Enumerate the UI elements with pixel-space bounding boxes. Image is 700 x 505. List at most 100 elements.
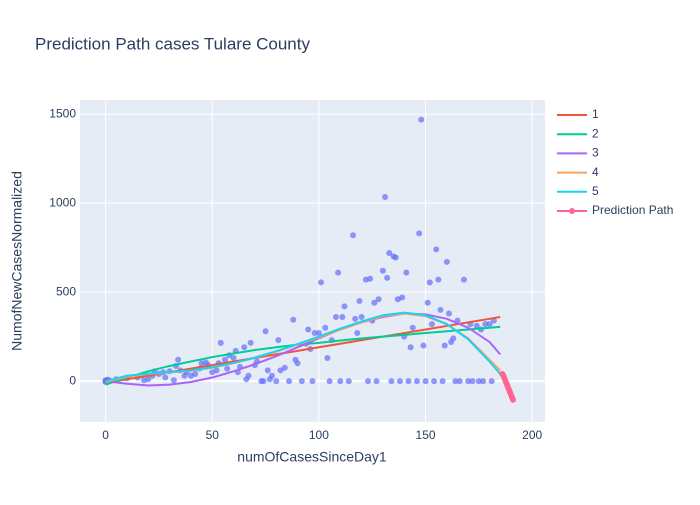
data-point (409, 324, 416, 331)
data-point (352, 315, 359, 322)
data-point (350, 232, 357, 239)
y-tick-label: 1000 (49, 195, 76, 209)
data-point (175, 356, 182, 363)
data-point (443, 258, 450, 265)
data-point (367, 275, 374, 282)
x-tick-label: 100 (309, 428, 329, 442)
data-point (510, 396, 517, 403)
data-point (315, 330, 322, 337)
data-point (192, 370, 199, 377)
data-point (386, 249, 393, 256)
legend-label: 1 (592, 107, 599, 121)
data-point (388, 378, 395, 385)
data-point (473, 322, 480, 329)
data-point (286, 378, 293, 385)
chart-title: Prediction Path cases Tulare County (35, 34, 310, 53)
data-point (452, 378, 459, 385)
data-point (392, 254, 399, 261)
data-point (298, 378, 305, 385)
data-point (224, 365, 231, 372)
data-point (435, 276, 442, 283)
data-point (230, 354, 237, 361)
data-point (396, 378, 403, 385)
data-point (358, 314, 365, 321)
x-tick-label: 200 (522, 428, 542, 442)
series-line (105, 312, 501, 387)
data-point (424, 299, 431, 306)
data-point (482, 321, 489, 328)
data-point (145, 376, 152, 383)
data-point (213, 367, 220, 374)
y-axis-label: NumofNewCasesNormalized (9, 171, 25, 351)
data-point (375, 296, 382, 303)
data-point (465, 378, 472, 385)
data-point (441, 342, 448, 349)
data-point (290, 316, 297, 323)
data-point (475, 378, 482, 385)
data-point (322, 324, 329, 331)
y-tick-label: 1500 (49, 106, 76, 120)
data-point (217, 339, 224, 346)
y-tick-label: 0 (69, 373, 76, 387)
data-point (422, 378, 429, 385)
data-point (446, 310, 453, 317)
legend-label: Prediction Path (592, 203, 673, 217)
data-point (241, 344, 248, 351)
x-tick-label: 0 (102, 428, 109, 442)
data-point (420, 342, 427, 349)
data-point (354, 330, 361, 337)
x-tick-label: 50 (206, 428, 220, 442)
data-point (273, 378, 280, 385)
data-point (379, 267, 386, 274)
data-point (337, 378, 344, 385)
data-point (262, 328, 269, 335)
data-point (399, 294, 406, 301)
data-point (450, 335, 457, 342)
legend-label: 5 (592, 184, 599, 198)
data-point (245, 372, 252, 379)
data-point (277, 367, 284, 374)
data-point (162, 374, 169, 381)
data-point (486, 321, 493, 328)
data-point (403, 269, 410, 276)
plot-layer (102, 116, 517, 403)
legend-label: 4 (592, 165, 599, 179)
data-point (268, 372, 275, 379)
data-point (407, 344, 414, 351)
data-point (364, 378, 371, 385)
data-point (384, 274, 391, 281)
data-point (488, 378, 495, 385)
x-tick-label: 150 (416, 428, 436, 442)
series-line (105, 311, 501, 383)
data-point (260, 378, 267, 385)
data-point (371, 299, 378, 306)
data-point (341, 303, 348, 310)
legend-label: 2 (592, 126, 599, 140)
data-point (469, 378, 476, 385)
data-point (324, 354, 331, 361)
data-point (456, 378, 463, 385)
data-point (294, 360, 301, 367)
data-point (170, 377, 177, 384)
data-point (439, 378, 446, 385)
data-point (318, 279, 325, 286)
data-point (339, 314, 346, 321)
data-point (416, 230, 423, 237)
data-point (431, 378, 438, 385)
data-point (309, 378, 316, 385)
data-point (418, 116, 425, 123)
data-point (326, 378, 333, 385)
y-tick-label: 500 (56, 284, 76, 298)
legend-label: 3 (592, 146, 599, 160)
data-point (414, 378, 421, 385)
legend-marker (569, 208, 575, 214)
data-point (382, 193, 389, 200)
data-point (460, 276, 467, 283)
data-point (437, 306, 444, 313)
data-point (311, 330, 318, 337)
data-point (264, 367, 271, 374)
data-point (428, 321, 435, 328)
data-point (247, 339, 254, 346)
data-point (335, 269, 342, 276)
